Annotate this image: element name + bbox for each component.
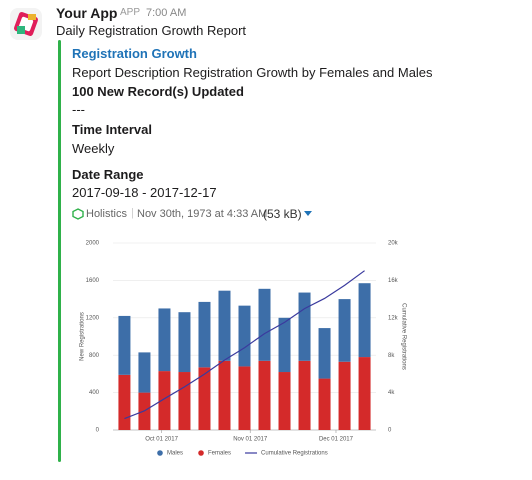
bar [298,360,311,430]
legend-swatch [157,450,163,456]
x-tick-label: Nov 01 2017 [233,437,268,443]
field-title: Time Interval [72,122,152,137]
message-text: Daily Registration Growth Report [56,23,247,38]
bar [118,374,131,430]
sender[interactable]: Your App [56,5,118,21]
y-tick-label: 2000 [86,241,100,247]
separator: --- [72,102,85,117]
bar [238,366,251,430]
bar [338,299,351,362]
footer-date: Nov 30th, 1973 at 4:33 AM [137,208,268,220]
y-axis-label: New Registrations [80,312,86,361]
bar [158,371,171,430]
y2-axis-label: Cumulative Registrations [400,303,406,370]
bar [338,361,351,430]
bar [258,360,271,430]
description: Report Description Registration Growth b… [72,65,433,80]
legend-label: Females [208,451,231,457]
legend-swatch [198,450,204,456]
bar [278,372,291,430]
bar [358,283,371,358]
bar [278,317,291,373]
dropdown[interactable] [304,211,312,217]
bar [218,290,231,361]
y-tick-label: 1200 [86,315,100,321]
field-value: Weekly [72,141,115,156]
bar [318,328,331,379]
footer-divider: | [131,207,134,219]
bar [258,288,271,361]
time[interactable]: 7:00 AM [146,7,187,19]
line [124,270,365,420]
y2-tick-label: 4k [388,390,395,396]
x-tick-label: Dec 01 2017 [319,437,354,443]
records: 100 New Record(s) Updated [72,84,244,99]
y2-tick-label: 0 [388,428,392,434]
y-tick-label: 400 [89,390,100,396]
bar [178,312,191,373]
legend-label: Cumulative Registrations [261,451,328,457]
bar [318,378,331,430]
y2-tick-label: 8k [388,353,395,359]
y-tick-label: 800 [89,353,100,359]
bar [178,372,191,430]
bar [198,301,211,368]
bar [118,315,131,375]
y2-tick-label: 16k [388,278,399,284]
y2-tick-label: 12k [388,315,399,321]
bar [358,357,371,430]
avatar [10,8,42,40]
y-tick-label: 0 [96,428,100,434]
x-tick-label: Oct 01 2017 [145,437,178,443]
legend-label: Males [167,451,183,457]
footer-source: Holistics [86,208,127,220]
bar [238,305,251,367]
file-size[interactable]: (53 kB) [263,207,302,221]
bar [218,360,231,430]
bar [198,367,211,430]
bar [298,292,311,361]
footer-icon [72,208,84,220]
field-value: 2017-09-18 - 2017-12-17 [72,185,217,200]
y-tick-label: 1600 [86,278,100,284]
attachment-title[interactable]: Registration Growth [72,46,197,61]
field-title: Date Range [72,167,144,182]
badge: APP [120,7,141,18]
attachment-bar [58,40,61,462]
bar [138,352,151,393]
y2-tick-label: 20k [388,241,399,247]
bar [158,308,171,372]
